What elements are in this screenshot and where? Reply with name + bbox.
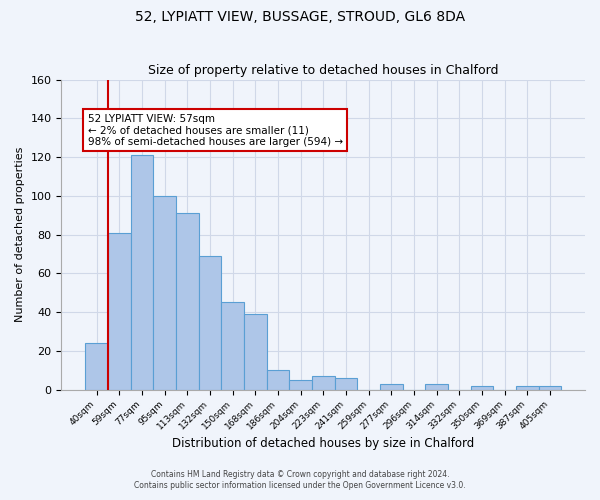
Bar: [131, 155, 153, 390]
Bar: [266, 370, 289, 390]
Bar: [176, 214, 199, 390]
Bar: [312, 376, 335, 390]
Bar: [380, 384, 403, 390]
Bar: [425, 384, 448, 390]
Text: Contains HM Land Registry data © Crown copyright and database right 2024.
Contai: Contains HM Land Registry data © Crown c…: [134, 470, 466, 490]
Bar: [289, 380, 312, 390]
Bar: [108, 232, 131, 390]
Bar: [470, 386, 493, 390]
Bar: [85, 343, 108, 390]
Bar: [244, 314, 266, 390]
Y-axis label: Number of detached properties: Number of detached properties: [15, 147, 25, 322]
X-axis label: Distribution of detached houses by size in Chalford: Distribution of detached houses by size …: [172, 437, 475, 450]
Bar: [539, 386, 561, 390]
Title: Size of property relative to detached houses in Chalford: Size of property relative to detached ho…: [148, 64, 499, 77]
Bar: [516, 386, 539, 390]
Bar: [335, 378, 357, 390]
Text: 52, LYPIATT VIEW, BUSSAGE, STROUD, GL6 8DA: 52, LYPIATT VIEW, BUSSAGE, STROUD, GL6 8…: [135, 10, 465, 24]
Bar: [199, 256, 221, 390]
Bar: [221, 302, 244, 390]
Bar: [153, 196, 176, 390]
Text: 52 LYPIATT VIEW: 57sqm
← 2% of detached houses are smaller (11)
98% of semi-deta: 52 LYPIATT VIEW: 57sqm ← 2% of detached …: [88, 114, 343, 147]
